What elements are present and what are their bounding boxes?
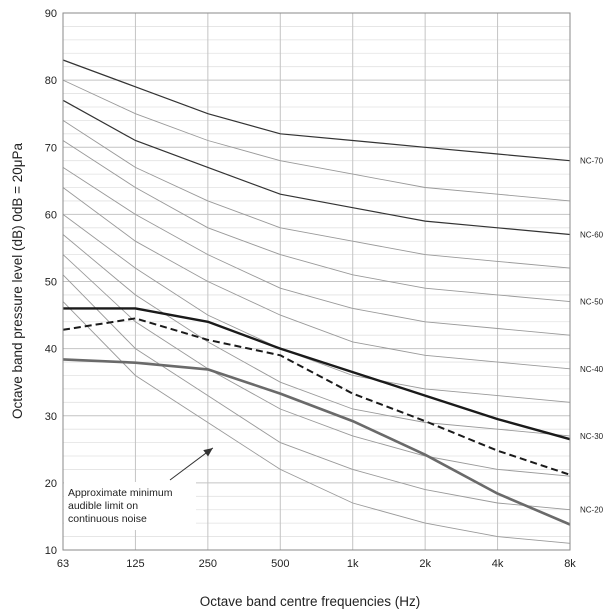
annotation-line-3: continuous noise (68, 513, 147, 525)
annotation-line-1: Approximate minimum (68, 487, 173, 499)
x-tick-label: 4k (492, 558, 504, 570)
x-tick-label: 2k (419, 558, 431, 570)
annotation-arrow-head (203, 448, 213, 457)
annotation: Approximate minimum audible limit on con… (64, 448, 213, 530)
nc-curve-label: NC-40 (580, 365, 604, 374)
nc-curve-line (63, 141, 570, 302)
series-layer (63, 60, 570, 543)
x-tick-label: 1k (347, 558, 359, 570)
nc-curve-label: NC-30 (580, 432, 604, 441)
nc-curve-label: NC-70 (580, 157, 604, 166)
x-axis-title: Octave band centre frequencies (Hz) (200, 594, 421, 609)
x-tick-label: 250 (199, 558, 217, 570)
spectrum-line (63, 318, 570, 474)
grid (63, 13, 570, 550)
y-tick-label: 60 (45, 209, 57, 221)
y-tick-label: 90 (45, 8, 57, 20)
y-tick-label: 50 (45, 277, 57, 289)
nc-curve-line (63, 80, 570, 201)
nc-curve-label: NC-60 (580, 231, 604, 240)
y-tick-label: 10 (45, 545, 57, 557)
annotation-line-2: audible limit on (68, 500, 138, 512)
y-tick-label: 20 (45, 478, 57, 490)
x-tick-label: 125 (126, 558, 144, 570)
y-axis-title: Octave band pressure level (dB) 0dB = 20… (10, 142, 25, 419)
y-tick-label: 80 (45, 75, 57, 87)
x-tick-label: 63 (57, 558, 69, 570)
nc-curve-label: NC-50 (580, 298, 604, 307)
y-tick-label: 70 (45, 142, 57, 154)
nc-curve-label: NC-20 (580, 506, 604, 515)
x-tick-label: 8k (564, 558, 576, 570)
nc-curve-line (63, 60, 570, 161)
y-tick-label: 40 (45, 344, 57, 356)
y-tick-label: 30 (45, 411, 57, 423)
x-tick-label: 500 (271, 558, 289, 570)
